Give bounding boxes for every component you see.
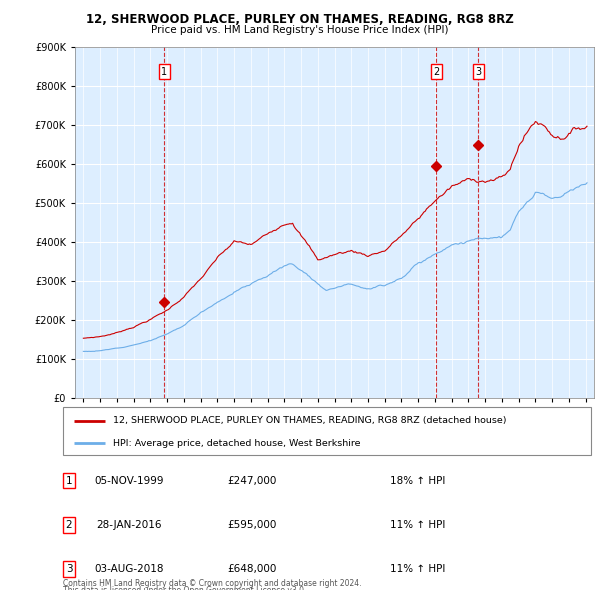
Text: 2: 2 (433, 67, 439, 77)
Text: 28-JAN-2016: 28-JAN-2016 (96, 520, 162, 530)
Text: 1: 1 (65, 476, 73, 486)
Text: 11% ↑ HPI: 11% ↑ HPI (390, 564, 445, 574)
Text: HPI: Average price, detached house, West Berkshire: HPI: Average price, detached house, West… (113, 439, 361, 448)
Text: Price paid vs. HM Land Registry's House Price Index (HPI): Price paid vs. HM Land Registry's House … (151, 25, 449, 35)
Text: 2: 2 (65, 520, 73, 530)
Text: £595,000: £595,000 (227, 520, 277, 530)
Text: 12, SHERWOOD PLACE, PURLEY ON THAMES, READING, RG8 8RZ: 12, SHERWOOD PLACE, PURLEY ON THAMES, RE… (86, 13, 514, 26)
Text: 18% ↑ HPI: 18% ↑ HPI (390, 476, 445, 486)
Text: 12, SHERWOOD PLACE, PURLEY ON THAMES, READING, RG8 8RZ (detached house): 12, SHERWOOD PLACE, PURLEY ON THAMES, RE… (113, 416, 506, 425)
Text: 3: 3 (65, 564, 73, 574)
Text: 11% ↑ HPI: 11% ↑ HPI (390, 520, 445, 530)
Text: 05-NOV-1999: 05-NOV-1999 (94, 476, 164, 486)
Text: 3: 3 (475, 67, 481, 77)
Text: £648,000: £648,000 (227, 564, 277, 574)
Text: 03-AUG-2018: 03-AUG-2018 (94, 564, 164, 574)
Text: Contains HM Land Registry data © Crown copyright and database right 2024.: Contains HM Land Registry data © Crown c… (63, 579, 361, 588)
Text: This data is licensed under the Open Government Licence v3.0.: This data is licensed under the Open Gov… (63, 586, 307, 590)
Text: 1: 1 (161, 67, 167, 77)
Text: £247,000: £247,000 (227, 476, 277, 486)
